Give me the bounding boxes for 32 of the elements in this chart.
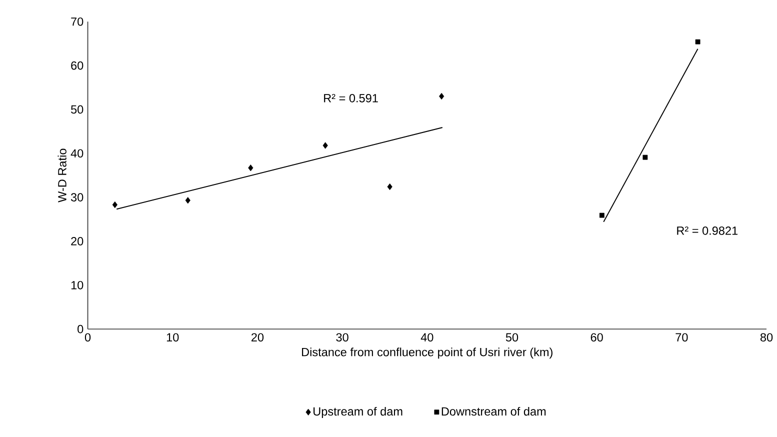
x-tick-label: 80	[760, 333, 773, 342]
x-tick-label: 70	[676, 333, 688, 342]
point	[185, 196, 190, 204]
legend-label: Upstream of dam	[314, 406, 402, 418]
annotation: R² = 0.9821	[677, 226, 738, 235]
x-axis-title: Distance from confluence point of Usri river (km)	[302, 348, 552, 359]
annotation: R² = 0.591	[324, 94, 378, 102]
y-axis-title: W-D Ratio	[58, 148, 66, 202]
point	[322, 142, 328, 149]
x-tick-label: 30	[336, 333, 348, 342]
point	[642, 154, 648, 160]
y-tick-label: 20	[71, 237, 84, 246]
point	[439, 92, 444, 100]
y-tick-label: 0	[78, 324, 84, 334]
y-tick-label: 10	[71, 280, 84, 290]
point	[599, 212, 604, 218]
y-tick-label: 30	[70, 193, 84, 202]
point	[387, 183, 392, 190]
point	[112, 201, 118, 208]
point	[248, 164, 254, 172]
x-tick-label: 0	[84, 333, 91, 342]
y-tick-label: 70	[71, 17, 84, 26]
x-tick-label: 20	[251, 333, 264, 342]
y-tick-label: 40	[70, 149, 84, 158]
x-tick-label: 60	[590, 333, 603, 342]
y-tick-label: 60	[71, 61, 84, 70]
legend-label: Downstream of dam	[442, 406, 546, 416]
x-tick-label: 50	[506, 333, 518, 342]
x-tick-label: 40	[420, 333, 434, 342]
y-tick-label: 50	[71, 105, 84, 114]
point	[695, 39, 700, 44]
x-tick-label: 10	[166, 333, 179, 342]
